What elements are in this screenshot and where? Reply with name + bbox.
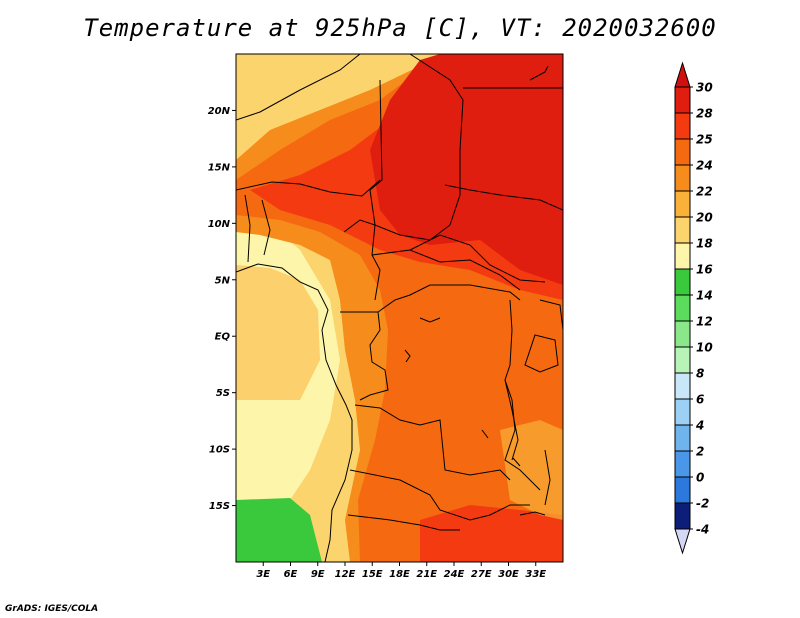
colorbar-label: 25 xyxy=(696,133,713,147)
colorbar-label: 16 xyxy=(696,263,713,277)
colorbar-swatch xyxy=(674,164,691,192)
field-cool-16-18 xyxy=(236,498,322,562)
colorbar-label: 22 xyxy=(696,185,713,199)
lon-tick-label: 3E xyxy=(256,569,270,580)
border-congo-gabon xyxy=(340,311,389,401)
lat-tick-label: 10N xyxy=(208,219,231,230)
lake-kariba xyxy=(519,511,546,516)
border-car xyxy=(371,249,521,291)
lake-victoria xyxy=(524,334,559,373)
colorbar-label: -4 xyxy=(696,523,709,537)
colorbar-swatch xyxy=(674,86,691,114)
coastline-west xyxy=(236,263,353,562)
colorbar-swatch xyxy=(674,476,691,504)
colorbar-label: 8 xyxy=(696,367,704,381)
border-chad xyxy=(369,54,464,241)
lon-tick-label: 24E xyxy=(444,569,465,580)
colorbar-label: 10 xyxy=(696,341,713,355)
colorbar-label: 12 xyxy=(696,315,713,329)
lon-tick-label: 15E xyxy=(362,569,383,580)
lake-malawi xyxy=(544,449,551,506)
field-south-28-30 xyxy=(420,505,563,562)
colorbar-label: 0 xyxy=(696,471,704,485)
colorbar-swatch xyxy=(674,424,691,452)
credit-text: GrADS: IGES/COLA xyxy=(5,604,99,614)
border-benin xyxy=(261,199,271,256)
lake-detail-4 xyxy=(512,457,521,467)
colorbar-label: -2 xyxy=(696,497,709,511)
lake-detail-2 xyxy=(404,349,411,363)
lon-tick-label: 12E xyxy=(335,569,356,580)
border-angola-drc xyxy=(354,404,511,481)
lat-tick-label: 5N xyxy=(215,275,231,286)
lat-tick-label: EQ xyxy=(215,332,231,343)
colorbar-label: 18 xyxy=(696,237,713,251)
colorbar-bottom-arrow xyxy=(674,528,691,555)
lake-tanganyika xyxy=(504,379,519,461)
colorbar-label: 6 xyxy=(696,393,704,407)
temperature-field xyxy=(236,54,563,562)
colorbar-label: 20 xyxy=(696,211,713,225)
lat-tick-label: 10S xyxy=(209,445,230,456)
lat-tick-label: 20N xyxy=(208,106,231,117)
colorbar-label: 14 xyxy=(696,289,713,303)
colorbar-label: 24 xyxy=(696,159,713,173)
colorbar-swatch xyxy=(674,372,691,400)
lake-detail-3 xyxy=(481,429,489,439)
border-ghana-togo xyxy=(244,194,251,263)
border-south-sudan xyxy=(409,234,546,283)
lon-tick-label: 9E xyxy=(311,569,325,580)
colorbar-swatch xyxy=(674,242,691,270)
border-kenya xyxy=(539,299,563,331)
colorbar-swatch xyxy=(674,216,691,244)
colorbar-swatch xyxy=(674,294,691,322)
field-sahara-20-22 xyxy=(236,54,440,140)
field-gulf-22-24 xyxy=(236,265,320,400)
country-borders xyxy=(236,54,563,562)
colorbar-label: 30 xyxy=(696,81,713,95)
colorbar-swatch xyxy=(674,320,691,348)
lon-tick-label: 27E xyxy=(471,569,492,580)
colorbar-swatch xyxy=(674,502,691,530)
lat-tick-label: 15N xyxy=(208,162,231,173)
lake-detail-1 xyxy=(419,317,441,323)
border-mali xyxy=(236,89,301,121)
border-algeria xyxy=(299,54,361,91)
lat-tick-label: 15S xyxy=(209,501,230,512)
lon-tick-label: 33E xyxy=(525,569,546,580)
lon-tick-label: 18E xyxy=(389,569,410,580)
colorbar-swatch xyxy=(674,112,691,140)
colorbar-swatch xyxy=(674,398,691,426)
border-cameroon xyxy=(343,219,381,301)
colorbar-label: 28 xyxy=(696,107,713,121)
latitude-axis: 20N 15N 10N 5N EQ 5S 10S 15S xyxy=(208,106,236,512)
colorbar-label: 4 xyxy=(695,419,704,433)
map-title: Temperature at 925hPa [C], VT: 202003260… xyxy=(83,14,717,42)
lat-tick-label: 5S xyxy=(216,388,230,399)
colorbar-top-arrow xyxy=(674,61,691,88)
longitude-axis: 3E 6E 9E 12E 15E 18E 21E 24E 27E 30E 33E xyxy=(256,562,546,580)
lon-tick-label: 6E xyxy=(284,569,298,580)
colorbar-swatch xyxy=(674,138,691,166)
border-drc-east xyxy=(504,299,541,491)
border-namibia xyxy=(347,514,460,531)
colorbar-swatch xyxy=(674,190,691,218)
colorbar-swatch xyxy=(674,450,691,478)
lon-tick-label: 30E xyxy=(498,569,519,580)
border-niger-nigeria xyxy=(236,179,381,197)
border-drc-north xyxy=(377,284,521,313)
lon-tick-label: 21E xyxy=(416,569,437,580)
colorbar-label: 2 xyxy=(696,445,704,459)
border-sudan xyxy=(444,184,563,211)
coast-red-sea xyxy=(529,65,549,81)
field-hot-30plus xyxy=(370,54,563,285)
border-angola-zambia xyxy=(349,469,530,521)
colorbar-swatch xyxy=(674,268,691,296)
colorbar-swatch xyxy=(674,346,691,374)
